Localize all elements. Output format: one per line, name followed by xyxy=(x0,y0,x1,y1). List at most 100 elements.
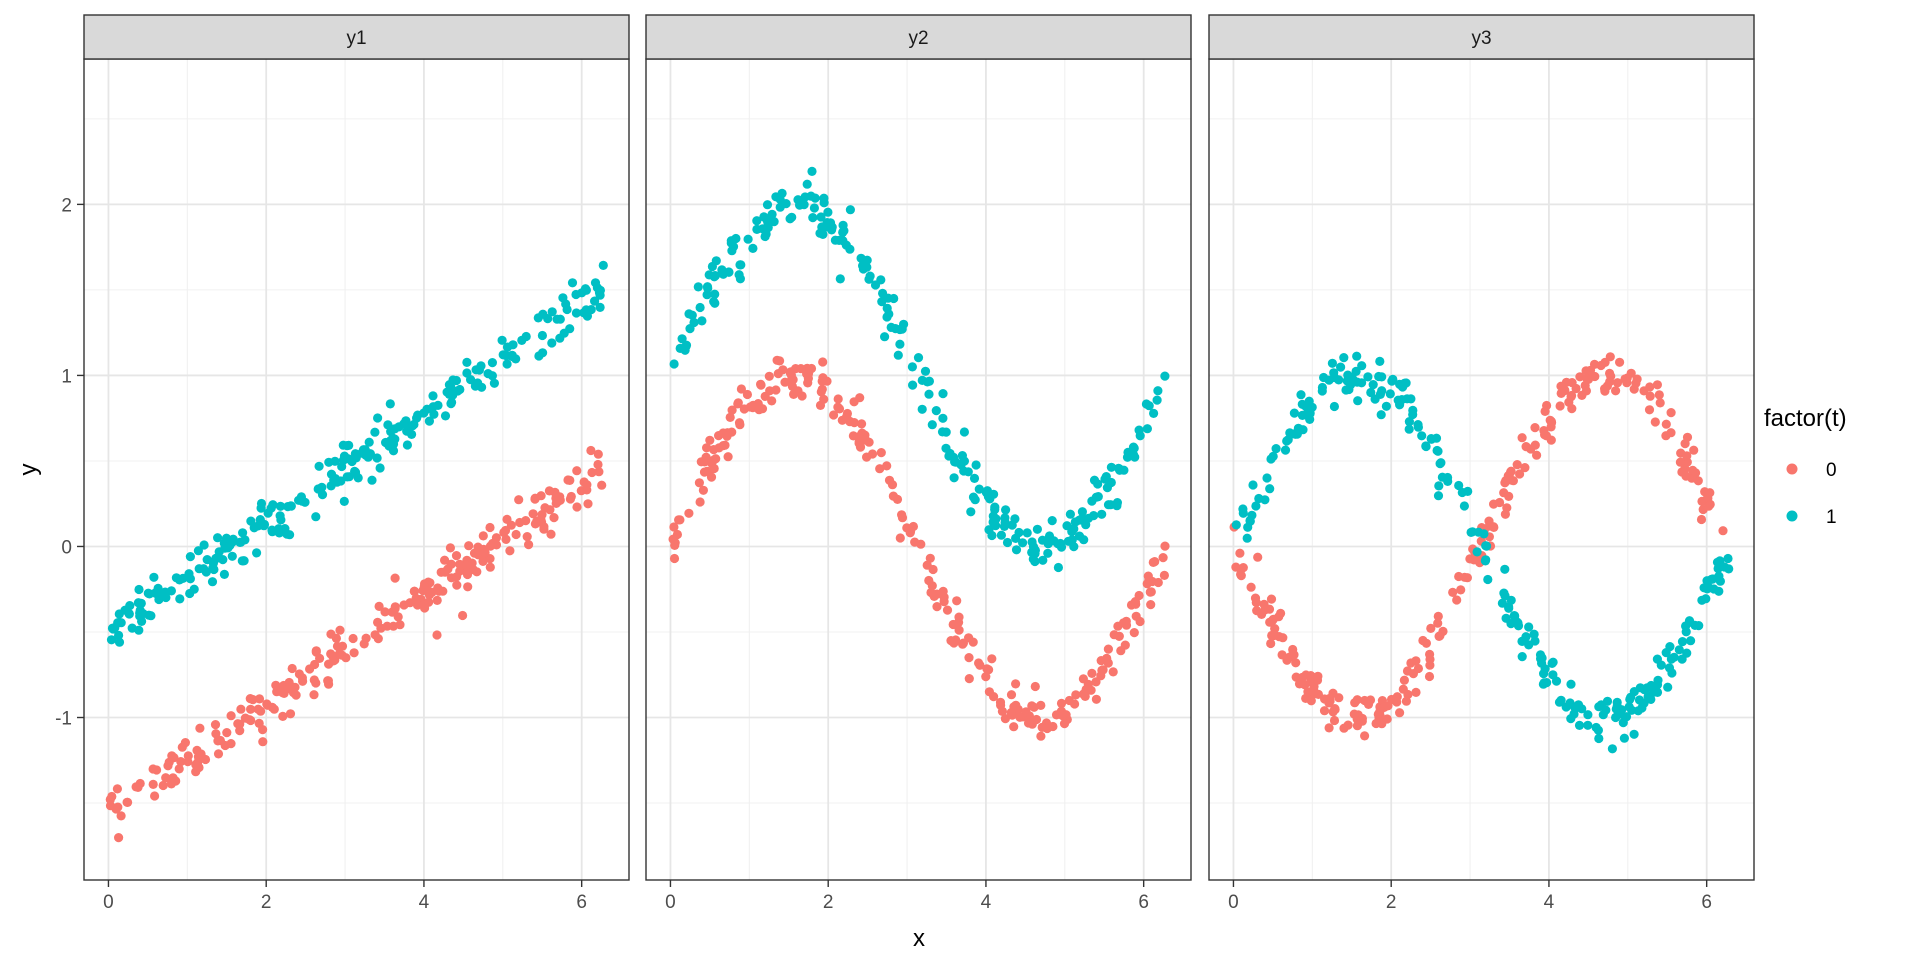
data-point xyxy=(1153,386,1163,396)
data-point xyxy=(867,449,878,459)
data-point xyxy=(727,405,737,415)
data-point xyxy=(1036,731,1046,741)
data-point xyxy=(367,475,377,485)
data-point xyxy=(1652,380,1662,390)
data-point xyxy=(1336,362,1346,372)
data-point xyxy=(473,378,483,388)
data-point xyxy=(1517,652,1527,662)
data-point xyxy=(1398,684,1408,694)
data-point xyxy=(888,491,899,501)
data-point xyxy=(136,598,146,609)
data-point xyxy=(710,271,720,281)
data-point xyxy=(945,448,955,459)
data-point xyxy=(1142,424,1152,434)
data-point xyxy=(854,437,864,447)
data-point xyxy=(158,780,168,791)
data-point xyxy=(1663,682,1673,692)
data-point xyxy=(697,316,707,326)
data-point xyxy=(546,529,556,539)
data-point xyxy=(1293,423,1303,433)
data-point xyxy=(445,543,455,553)
data-point xyxy=(1611,386,1621,396)
data-point xyxy=(1650,417,1660,427)
data-point xyxy=(1434,631,1444,642)
data-point xyxy=(1291,658,1301,668)
data-point xyxy=(754,405,764,415)
y-axis-title: y xyxy=(15,464,42,476)
data-point xyxy=(1472,547,1482,557)
data-point xyxy=(374,601,384,612)
data-point xyxy=(215,735,225,746)
data-point xyxy=(1723,553,1733,564)
data-point xyxy=(1143,571,1153,581)
data-point xyxy=(432,630,442,640)
data-point xyxy=(1252,606,1262,616)
data-point xyxy=(1457,487,1467,498)
data-point xyxy=(226,711,236,721)
data-point xyxy=(175,594,185,604)
data-point xyxy=(952,596,962,606)
data-point xyxy=(1583,710,1593,720)
data-point xyxy=(1260,495,1270,505)
data-point xyxy=(1312,675,1323,685)
data-point xyxy=(1081,684,1091,695)
data-point xyxy=(565,494,576,504)
data-point xyxy=(1009,722,1019,732)
data-point xyxy=(1393,395,1403,405)
data-point xyxy=(695,497,705,507)
data-point xyxy=(693,282,703,292)
data-point xyxy=(227,551,237,561)
facet-panel-y2: y2 0 2 4 6 xyxy=(645,14,1192,913)
data-point xyxy=(185,552,195,562)
data-point xyxy=(971,460,981,470)
data-point xyxy=(1146,600,1156,610)
data-point xyxy=(562,304,572,315)
data-point xyxy=(951,457,961,467)
data-point xyxy=(1324,723,1334,733)
data-point xyxy=(1030,681,1040,692)
data-point xyxy=(677,334,687,344)
series-y2-1 xyxy=(669,166,1170,573)
data-point xyxy=(1102,653,1112,664)
facet-strip xyxy=(1208,14,1755,60)
data-point xyxy=(189,584,199,594)
data-point xyxy=(1011,679,1021,689)
data-point xyxy=(1080,691,1090,702)
data-point xyxy=(148,779,158,790)
data-point xyxy=(185,574,195,584)
data-point xyxy=(401,416,411,426)
data-point xyxy=(1686,636,1696,646)
data-point xyxy=(278,711,288,722)
data-point xyxy=(114,630,124,641)
data-point xyxy=(191,760,201,770)
data-point xyxy=(236,704,246,714)
data-point xyxy=(1108,667,1118,677)
data-point xyxy=(920,366,931,376)
data-point xyxy=(245,694,255,704)
data-point xyxy=(1051,710,1062,720)
data-point xyxy=(349,648,359,658)
data-point xyxy=(586,445,596,456)
data-point xyxy=(451,551,462,561)
y-tick-label: 0 xyxy=(61,537,72,558)
data-point xyxy=(1682,451,1692,461)
data-point xyxy=(358,445,369,455)
data-point xyxy=(363,452,373,462)
data-point xyxy=(1404,424,1414,434)
data-point xyxy=(963,467,973,477)
data-point xyxy=(902,523,912,533)
data-point xyxy=(1689,445,1699,455)
data-point xyxy=(927,420,937,430)
data-point xyxy=(954,625,964,635)
data-point xyxy=(480,548,490,558)
data-point xyxy=(1047,516,1057,526)
data-point xyxy=(717,265,727,275)
data-point xyxy=(1352,377,1362,387)
data-point xyxy=(1547,417,1557,428)
data-point xyxy=(949,638,959,648)
data-point xyxy=(698,485,709,495)
data-point xyxy=(1077,514,1087,524)
data-point xyxy=(222,728,232,738)
data-point xyxy=(153,583,163,594)
